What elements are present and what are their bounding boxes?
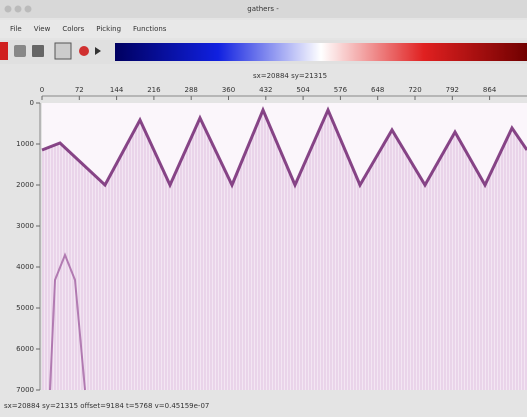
app-window: gathers - File View Colors Picking Functions… bbox=[0, 0, 527, 413]
side-strip bbox=[0, 42, 8, 60]
print-button[interactable] bbox=[14, 45, 26, 57]
y-tick-label: 1000 bbox=[16, 140, 34, 148]
close-button[interactable] bbox=[5, 6, 12, 13]
x-tick-label: 360 bbox=[222, 86, 235, 94]
minimize-button[interactable] bbox=[15, 6, 22, 13]
y-tick-label: 5000 bbox=[16, 304, 34, 312]
record-button[interactable] bbox=[79, 46, 89, 56]
menu-item[interactable]: File bbox=[10, 25, 22, 33]
x-tick-label: 216 bbox=[147, 86, 161, 94]
y-tick-label: 3000 bbox=[16, 222, 34, 230]
x-tick-label: 576 bbox=[334, 86, 348, 94]
x-tick-label: 864 bbox=[483, 86, 497, 94]
x-tick-label: 0 bbox=[40, 86, 44, 94]
x-tick-label: 504 bbox=[296, 86, 310, 94]
menu-item[interactable]: Picking bbox=[96, 25, 121, 33]
y-tick-label: 2000 bbox=[16, 181, 34, 189]
menu-item[interactable]: View bbox=[34, 25, 51, 33]
x-tick-label: 792 bbox=[446, 86, 459, 94]
window-title: gathers - bbox=[247, 5, 279, 13]
view-button[interactable] bbox=[55, 43, 71, 59]
menu-item[interactable]: Colors bbox=[62, 25, 84, 33]
page: gathers - File View Colors Picking Functions… bbox=[0, 0, 527, 413]
plot-header: sx=20884 sy=21315 bbox=[253, 72, 327, 80]
x-tick-label: 72 bbox=[75, 86, 84, 94]
status-text: sx=20884 sy=21315 offset=9184 t=5768 v=0… bbox=[4, 402, 209, 410]
x-tick-label: 648 bbox=[371, 86, 384, 94]
y-ticks: 0 1000 2000 3000 4000 5000 6000 7000 bbox=[16, 99, 40, 394]
x-tick-label: 288 bbox=[185, 86, 198, 94]
y-tick-label: 0 bbox=[30, 99, 34, 107]
x-tick-label: 144 bbox=[110, 86, 124, 94]
save-button[interactable] bbox=[32, 45, 44, 57]
y-tick-label: 6000 bbox=[16, 345, 34, 353]
x-tick-label: 720 bbox=[408, 86, 421, 94]
maximize-button[interactable] bbox=[25, 6, 32, 13]
y-tick-label: 4000 bbox=[16, 263, 34, 271]
x-tick-label: 432 bbox=[259, 86, 272, 94]
colorbar bbox=[115, 43, 527, 61]
x-ticks: 0 72 144 216 288 360 432 504 576 648 720 792 864 bbox=[40, 86, 497, 100]
menu-item[interactable]: Functions bbox=[133, 25, 167, 33]
y-tick-label: 7000 bbox=[16, 386, 34, 394]
